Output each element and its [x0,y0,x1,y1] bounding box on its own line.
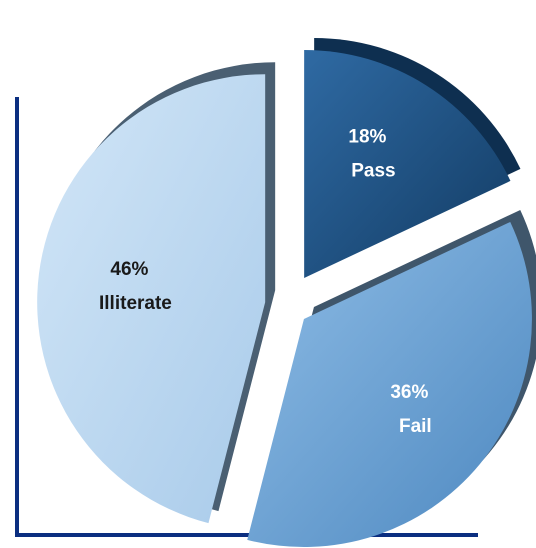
slice-category-label-fail: Fail [399,416,432,437]
slices-layer [37,37,536,548]
slice-value-label-fail: 36% [390,382,428,403]
slice-value-label-pass: 18% [348,126,386,147]
slice-value-label-illiterate: 46% [110,259,148,280]
labels-layer: 18% Pass 36% Fail 46% Illiterate [99,126,432,437]
pie-slice-illiterate [37,74,266,524]
slice-category-label-illiterate: Illiterate [99,293,172,314]
slice-category-label-pass: Pass [351,160,395,181]
pie-slice-pass [304,49,511,278]
pie-slice-fail [247,221,532,548]
